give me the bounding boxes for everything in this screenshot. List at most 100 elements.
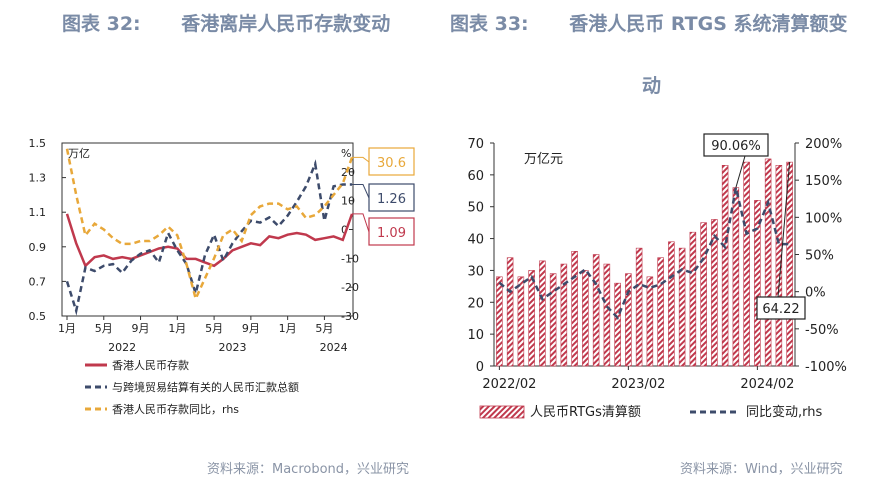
- right-y2-tick-label: -100%: [805, 360, 847, 375]
- left-y-tick-label: 0.7: [29, 275, 47, 288]
- right-title-line2: 动: [642, 75, 662, 97]
- left-callout-box: [368, 183, 415, 212]
- right-bar: [560, 263, 568, 367]
- right-bar: [635, 247, 643, 367]
- right-legend-label: 人民币RTGs清算额: [530, 405, 641, 420]
- right-x-tick-label: 2023/02: [611, 377, 665, 392]
- right-bar: [549, 273, 557, 367]
- right-bar: [625, 273, 632, 367]
- left-year-label: 2024: [320, 341, 348, 354]
- left-callout-leader: [352, 213, 370, 233]
- left-y-tick-label: 0.9: [29, 241, 47, 254]
- left-callout-leader: [352, 156, 370, 163]
- left-callout-leader: [352, 184, 370, 199]
- left-x-tick-label: 5月: [205, 322, 223, 335]
- remittance-line: [65, 159, 352, 316]
- right-title-text: 香港人民币 RTGS 系统清算额变: [569, 13, 848, 35]
- right-chart: 0 10 20 30 40 50 60 70 -100% -50% 0% 50% 100% 150% 200…: [467, 133, 847, 392]
- right-y-tick-label: 10: [467, 328, 484, 343]
- right-y-tick-label: 50: [467, 201, 484, 216]
- right-bar: [700, 222, 707, 367]
- right-bar: [689, 231, 697, 367]
- right-bar: [571, 251, 578, 367]
- left-y2-tick-label: -30: [341, 310, 359, 323]
- left-y-tick-label: 1.3: [29, 172, 47, 185]
- left-year-label: 2023: [218, 341, 246, 354]
- right-bar: [732, 187, 740, 367]
- right-bar: [614, 282, 621, 367]
- right-bar: [517, 276, 525, 367]
- right-bar: [786, 161, 793, 367]
- right-y2-tick-label: 100%: [805, 211, 842, 226]
- right-bar: [743, 161, 750, 367]
- right-bar: [721, 165, 729, 367]
- left-x-tick-label: 9月: [132, 322, 150, 335]
- left-y2-tick-label: -20: [341, 281, 359, 294]
- left-unit-label: 万亿: [68, 147, 90, 160]
- deposit-yoy-line: [65, 148, 354, 303]
- left-source: 资料来源：Macrobond，兴业研究: [207, 462, 410, 477]
- left-callout-box: [368, 147, 415, 176]
- deposit-line: [65, 213, 354, 268]
- left-callout-value: 1.26: [377, 192, 406, 207]
- right-bar: [668, 241, 675, 367]
- right-callout-leader: [735, 155, 746, 188]
- right-y-tick-label: 20: [467, 296, 484, 311]
- right-source: 资料来源：Wind，兴业研究: [680, 462, 843, 477]
- left-y2-tick-label: 0: [341, 224, 348, 237]
- right-y-tick-label: 70: [467, 137, 484, 152]
- right-bar: [775, 165, 783, 367]
- right-legend-bar-swatch: [479, 405, 525, 419]
- left-legend-label: 香港人民币存款同比，rhs: [112, 402, 239, 416]
- left-callout-value: 30.6: [377, 156, 406, 171]
- right-callout-value: 64.22: [762, 302, 799, 317]
- right-y2-tick-label: 200%: [805, 137, 842, 152]
- left-y-tick-label: 1.5: [29, 137, 47, 150]
- left-x-tick-label: 1月: [279, 322, 297, 335]
- left-y2-tick-label: 10: [341, 195, 355, 208]
- right-callout-box: [703, 133, 769, 157]
- right-y2-tick-label: -50%: [805, 323, 839, 338]
- right-bar: [754, 200, 761, 367]
- left-legend-label: 与跨境贸易结算有关的人民币汇款总额: [112, 380, 299, 394]
- left-x-tick-label: 1月: [58, 322, 76, 335]
- left-unit-right-label: %: [341, 147, 351, 160]
- right-y-tick-label: 60: [467, 169, 484, 184]
- right-x-tick-label: 2024/02: [740, 377, 794, 392]
- left-figure-title: 图表 32: 香港离岸人民币存款变动: [62, 12, 390, 36]
- right-callout-leader: [777, 162, 791, 298]
- right-bar: [646, 276, 654, 367]
- right-callout-box: [756, 296, 806, 320]
- left-x-tick-label: 1月: [168, 322, 186, 335]
- right-legend-label: 同比变动,rhs: [746, 404, 822, 420]
- right-y2-tick-label: 150%: [805, 174, 842, 189]
- left-callout-box: [368, 217, 415, 246]
- right-y2-tick-label: 0%: [805, 286, 826, 301]
- left-year-label: 2022: [108, 341, 136, 354]
- right-y-tick-label: 40: [467, 233, 484, 248]
- right-bar: [657, 257, 664, 367]
- right-bar: [496, 276, 503, 367]
- right-bar: [582, 270, 589, 367]
- left-y-tick-label: 1.1: [29, 206, 47, 219]
- right-bar: [506, 257, 514, 367]
- left-figure-label: 图表 32:: [62, 13, 141, 35]
- left-callout-value: 1.09: [377, 226, 406, 241]
- right-x-tick-label: 2022/02: [482, 377, 536, 392]
- right-bar: [592, 254, 600, 367]
- left-plot-frame: [61, 142, 354, 317]
- right-yoy-line: [498, 187, 790, 320]
- right-y2-tick-label: 50%: [805, 249, 834, 264]
- left-legend-label: 香港人民币存款: [112, 358, 189, 372]
- right-figure-title: 图表 33: 香港人民币 RTGS 系统清算额变: [450, 12, 848, 36]
- right-bar: [528, 270, 535, 367]
- right-callout-value: 90.06%: [711, 139, 761, 154]
- right-bar: [764, 158, 772, 367]
- left-x-tick-label: 9月: [242, 322, 260, 335]
- left-x-tick-label: 5月: [315, 322, 333, 335]
- left-y2-tick-label: -10: [341, 252, 359, 265]
- right-bar: [539, 260, 546, 367]
